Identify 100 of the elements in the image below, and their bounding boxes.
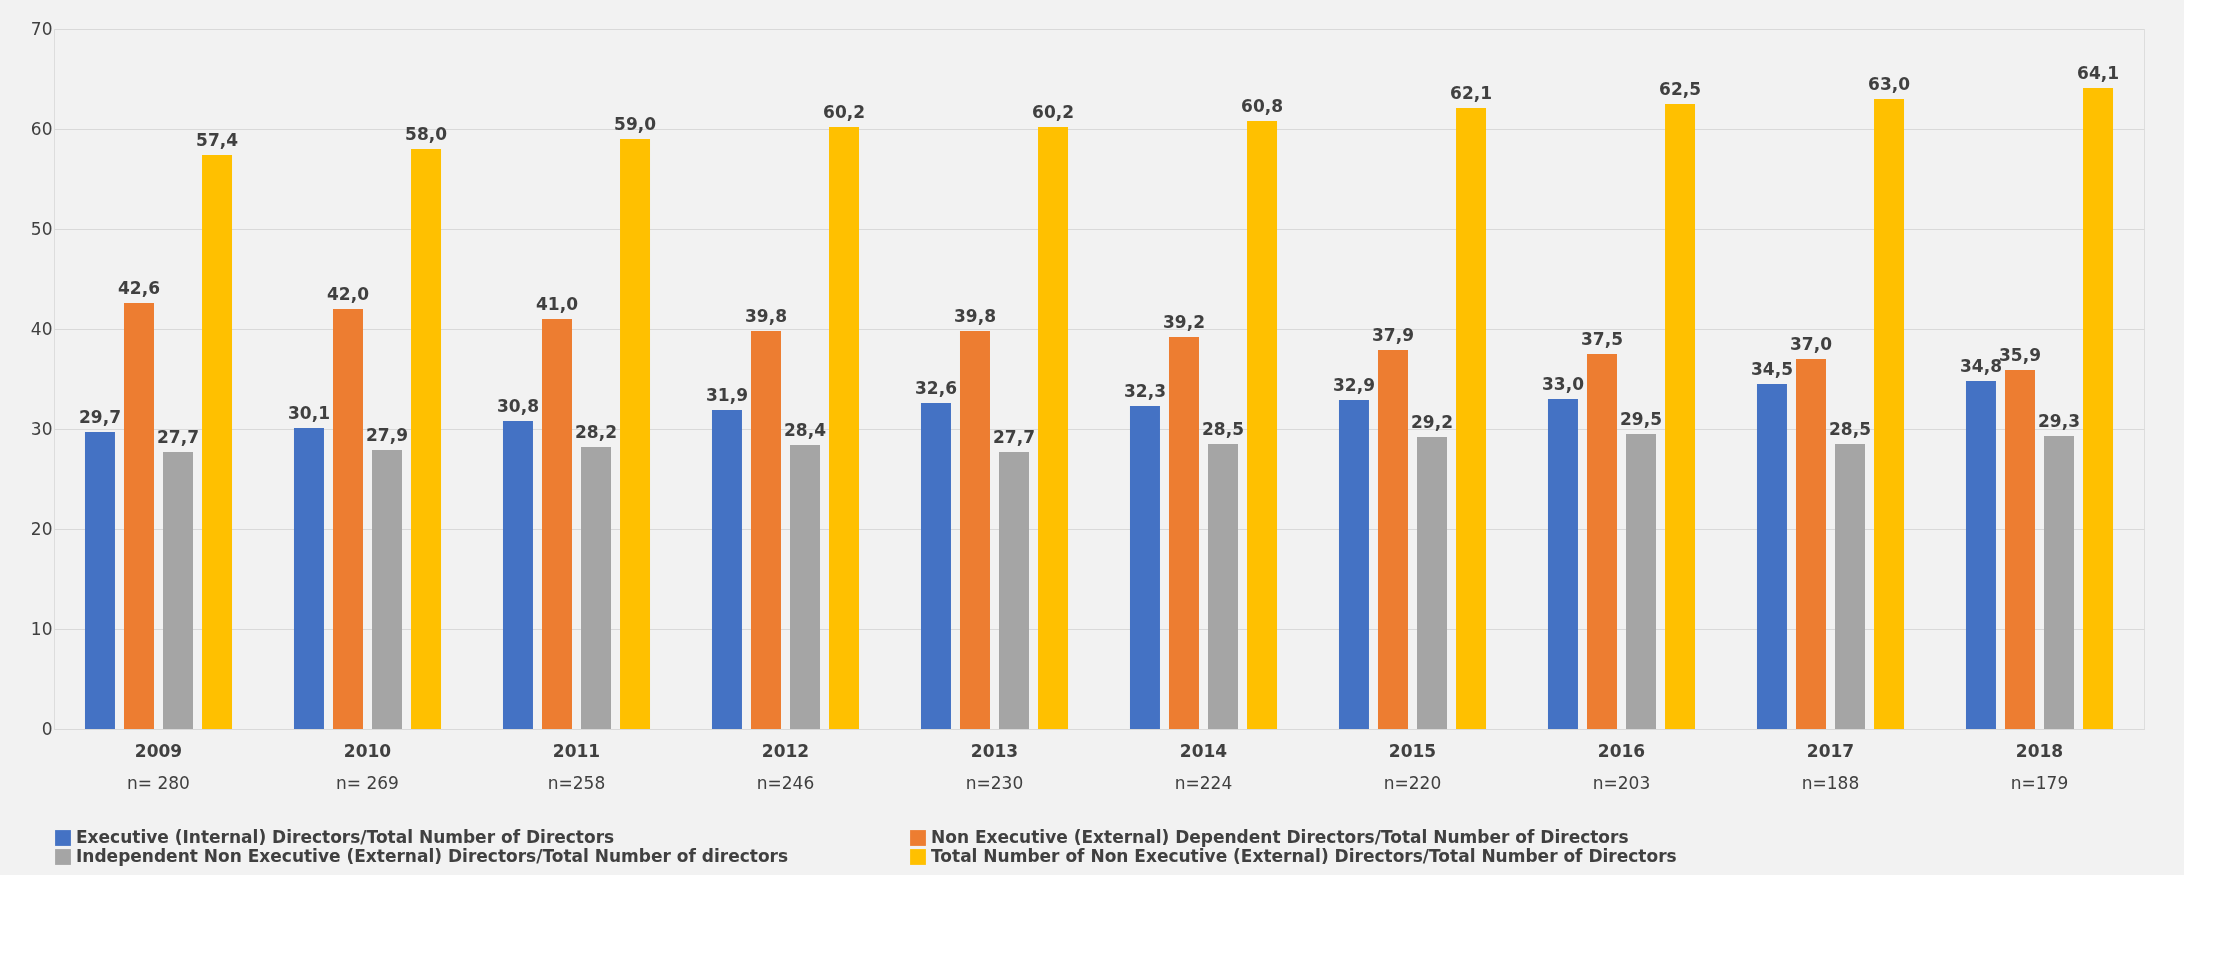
data-label: 30,8 <box>497 396 539 416</box>
bar <box>1835 444 1866 729</box>
bar <box>750 331 781 729</box>
text: n=220 <box>1383 773 1442 793</box>
data-label: 35,9 <box>1999 345 2041 365</box>
data-label: 63,0 <box>1868 74 1911 94</box>
bar <box>1547 399 1578 729</box>
data-label: 29,3 <box>2038 411 2080 431</box>
data-label: 29,5 <box>1620 409 1662 429</box>
y-tick-label: 30 <box>30 418 53 439</box>
text: n=230 <box>965 773 1024 793</box>
data-label: 62,1 <box>1450 83 1492 103</box>
data-label: 60,2 <box>1032 102 1074 122</box>
data-label: 32,6 <box>915 378 957 398</box>
bar <box>502 421 533 729</box>
text: n= 280 <box>127 773 190 793</box>
bar <box>1417 437 1448 729</box>
data-label: 39,2 <box>1163 312 1205 332</box>
bar <box>1795 359 1826 729</box>
bar <box>920 403 951 729</box>
data-label: 32,3 <box>1124 381 1166 401</box>
bar <box>2044 436 2075 729</box>
y-tick-label: 70 <box>30 18 53 39</box>
bar <box>1965 381 1996 729</box>
text: n=203 <box>1592 773 1651 793</box>
data-label: 62,5 <box>1659 79 1701 99</box>
data-label: 28,2 <box>575 422 617 442</box>
x-tick-label: 2011 <box>552 740 601 761</box>
legend-label: Executive (Internal) Directors/Total Number of Directors <box>76 827 615 847</box>
bar <box>1208 444 1239 729</box>
data-label: 37,0 <box>1790 334 1833 354</box>
data-label: 33,0 <box>1542 374 1585 394</box>
bar <box>711 410 742 729</box>
y-tick-label: 20 <box>30 518 53 539</box>
data-label: 39,8 <box>954 306 996 326</box>
bar <box>1756 384 1787 729</box>
data-label: 31,9 <box>706 385 748 405</box>
legend-label: Independent Non Executive (External) Directors/Total Number of directors <box>76 846 789 866</box>
data-label: 29,7 <box>79 407 121 427</box>
bar <box>1377 350 1408 729</box>
data-label: 42,6 <box>118 278 160 298</box>
data-label: 32,9 <box>1333 375 1375 395</box>
text: n=224 <box>1174 773 1233 793</box>
bar <box>1626 434 1657 729</box>
x-tick-label: 2009 <box>134 740 183 761</box>
bar <box>293 428 324 729</box>
data-label: 58,0 <box>405 124 448 144</box>
bar <box>2004 370 2035 729</box>
data-label: 28,5 <box>1829 419 1871 439</box>
data-label: 27,7 <box>157 427 199 447</box>
bar <box>959 331 990 729</box>
x-tick-label: 2017 <box>1806 740 1855 761</box>
data-label: 64,1 <box>2077 63 2119 83</box>
data-label: 39,8 <box>745 306 787 326</box>
bar <box>1247 121 1278 729</box>
bar <box>1874 99 1905 729</box>
data-label: 28,4 <box>784 420 827 440</box>
bar <box>581 447 612 729</box>
bar <box>1586 354 1617 729</box>
y-tick-label: 40 <box>30 318 53 339</box>
bar <box>541 319 572 729</box>
data-label: 28,5 <box>1202 419 1244 439</box>
data-label: 41,0 <box>536 294 579 314</box>
bar <box>829 127 860 729</box>
legend-label: Non Executive (External) Dependent Directors/Total Number of Directors <box>931 827 1629 847</box>
data-label: 60,2 <box>823 102 865 122</box>
bar <box>999 452 1030 729</box>
bar <box>1038 127 1069 729</box>
y-tick-label: 60 <box>30 118 53 139</box>
data-label: 34,5 <box>1751 359 1793 379</box>
bar <box>372 450 403 729</box>
data-label: 57,4 <box>196 130 239 150</box>
text: n=179 <box>2010 773 2069 793</box>
bar <box>1129 406 1160 729</box>
text: n= 269 <box>336 773 399 793</box>
x-tick-label: 2016 <box>1597 740 1646 761</box>
data-label: 27,7 <box>993 427 1035 447</box>
data-label: 29,2 <box>1411 412 1453 432</box>
data-label: 27,9 <box>366 425 408 445</box>
bar <box>1338 400 1369 729</box>
bar <box>1665 104 1696 729</box>
text: n=246 <box>756 773 815 793</box>
data-label: 59,0 <box>614 114 657 134</box>
data-label: 30,1 <box>288 403 330 423</box>
text: n=188 <box>1801 773 1860 793</box>
data-label: 37,9 <box>1372 325 1414 345</box>
x-tick-label: 2012 <box>761 740 810 761</box>
y-tick-label: 50 <box>30 218 53 239</box>
x-tick-label: 2010 <box>343 740 392 761</box>
bar <box>620 139 651 729</box>
text: n=258 <box>547 773 606 793</box>
legend-label: Total Number of Non Executive (External) Directors/Total Number of Directors <box>931 846 1677 866</box>
bar <box>1456 108 1487 729</box>
bar <box>163 452 194 729</box>
bar <box>332 309 363 729</box>
bar <box>2083 88 2114 729</box>
bar <box>411 149 442 729</box>
x-tick-label: 2014 <box>1179 740 1228 761</box>
y-tick-label: 0 <box>41 718 53 739</box>
data-label: 37,5 <box>1581 329 1623 349</box>
